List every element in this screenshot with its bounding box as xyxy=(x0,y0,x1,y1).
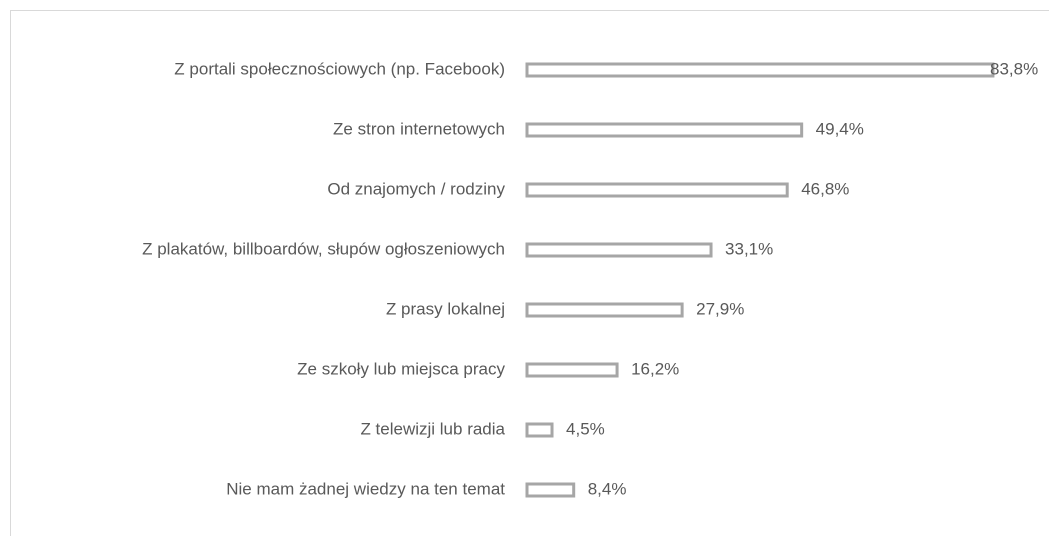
value-label: 49,4% xyxy=(816,119,864,138)
category-label: Z portali społecznościowych (np. Faceboo… xyxy=(174,59,505,78)
value-label: 83,8% xyxy=(990,59,1038,78)
value-label: 27,9% xyxy=(696,299,744,318)
value-label: 4,5% xyxy=(566,419,605,438)
category-label: Od znajomych / rodziny xyxy=(327,179,505,198)
bar xyxy=(525,62,995,78)
bar xyxy=(525,362,619,378)
category-label: Ze stron internetowych xyxy=(333,119,505,138)
bar xyxy=(525,182,789,198)
value-label: 33,1% xyxy=(725,239,773,258)
value-label: 16,2% xyxy=(631,359,679,378)
bar xyxy=(525,422,554,438)
category-label: Z plakatów, billboardów, słupów ogłoszen… xyxy=(142,239,505,258)
bar xyxy=(525,242,713,258)
category-label: Z prasy lokalnej xyxy=(386,299,505,318)
bar xyxy=(525,482,576,498)
category-label: Nie mam żadnej wiedzy na ten temat xyxy=(226,479,505,498)
value-label: 8,4% xyxy=(588,479,627,498)
bar xyxy=(525,122,804,138)
bar xyxy=(525,302,684,318)
chart-frame xyxy=(10,10,1049,536)
value-label: 46,8% xyxy=(801,179,849,198)
category-label: Z telewizji lub radia xyxy=(360,419,505,438)
category-label: Ze szkoły lub miejsca pracy xyxy=(297,359,505,378)
